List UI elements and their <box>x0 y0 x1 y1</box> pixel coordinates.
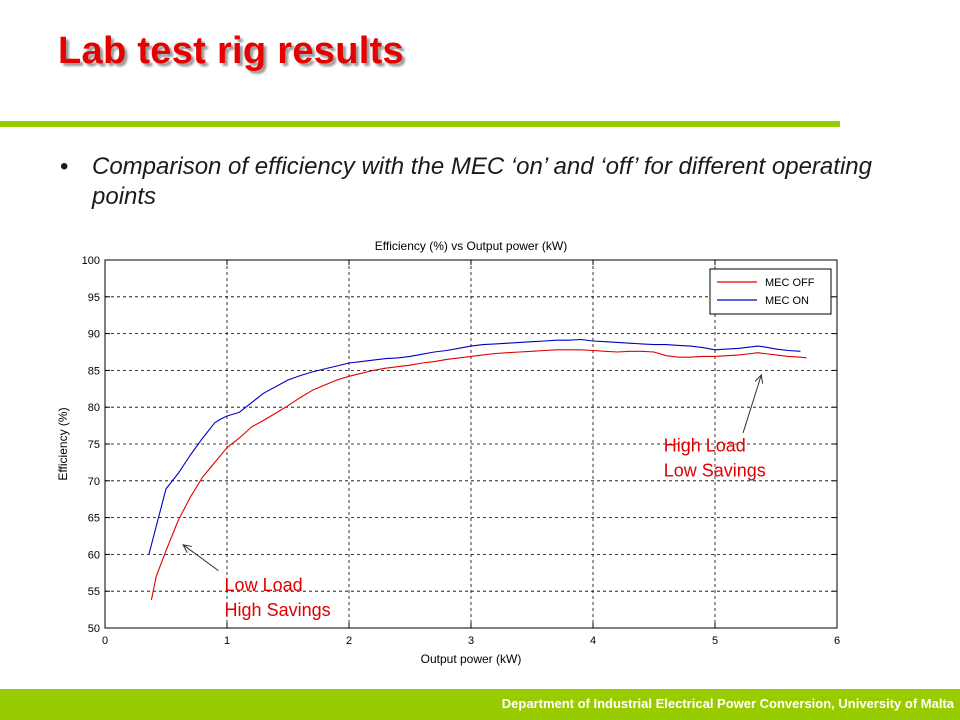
slide-title: Lab test rig results <box>58 30 404 72</box>
series-line-mec-off <box>150 349 807 601</box>
y-tick-label: 95 <box>88 292 100 304</box>
x-tick-label: 2 <box>346 635 352 647</box>
y-tick-label: 80 <box>88 402 100 414</box>
legend-label: MEC OFF <box>765 277 815 289</box>
bullet-text: Comparison of efficiency with the MEC ‘o… <box>92 153 872 210</box>
legend-label: MEC ON <box>765 295 809 307</box>
bullet-dot-icon: • <box>60 153 69 180</box>
y-tick-label: 75 <box>88 439 100 451</box>
x-tick-label: 0 <box>102 635 108 647</box>
efficiency-chart: 0 1 2 3 4 5 6 50 55 60 65 70 75 80 85 90 95 100 Efficiency… <box>56 239 840 666</box>
y-tick-label: 65 <box>88 513 100 525</box>
x-tick-label: 3 <box>468 635 474 647</box>
y-tick-label: 90 <box>88 329 100 341</box>
x-tick-label: 5 <box>712 635 718 647</box>
bullet-point: • Comparison of efficiency with the MEC … <box>60 152 920 212</box>
y-tick-label: 60 <box>88 549 100 561</box>
y-tick-label: 50 <box>88 623 100 635</box>
annotation-label: Low Savings <box>664 460 766 480</box>
annotation-arrow <box>742 374 762 434</box>
annotation-label: Low Load <box>225 575 303 595</box>
annotation-arrow <box>182 544 219 571</box>
series-line-mec-on <box>148 338 801 555</box>
title-divider <box>0 121 840 127</box>
chart-title: Efficiency (%) vs Output power (kW) <box>375 239 568 253</box>
x-tick-label: 1 <box>224 635 230 647</box>
y-tick-label: 100 <box>82 255 100 267</box>
y-axis-label: Efficiency (%) <box>56 407 70 480</box>
y-tick-label: 55 <box>88 586 100 598</box>
y-tick-label: 70 <box>88 476 100 488</box>
x-tick-label: 6 <box>834 635 840 647</box>
annotation-arrow-head <box>182 544 193 554</box>
x-tick-label: 4 <box>590 635 596 647</box>
annotation-label: High Load <box>664 435 746 455</box>
x-axis-label: Output power (kW) <box>421 652 522 666</box>
annotation-arrow-head <box>754 373 764 384</box>
footer-text: Department of Industrial Electrical Powe… <box>501 696 954 711</box>
annotation-label: High Savings <box>225 600 331 620</box>
y-tick-label: 85 <box>88 365 100 377</box>
footer-bar: Department of Industrial Electrical Powe… <box>0 689 960 720</box>
legend-box <box>709 268 832 315</box>
